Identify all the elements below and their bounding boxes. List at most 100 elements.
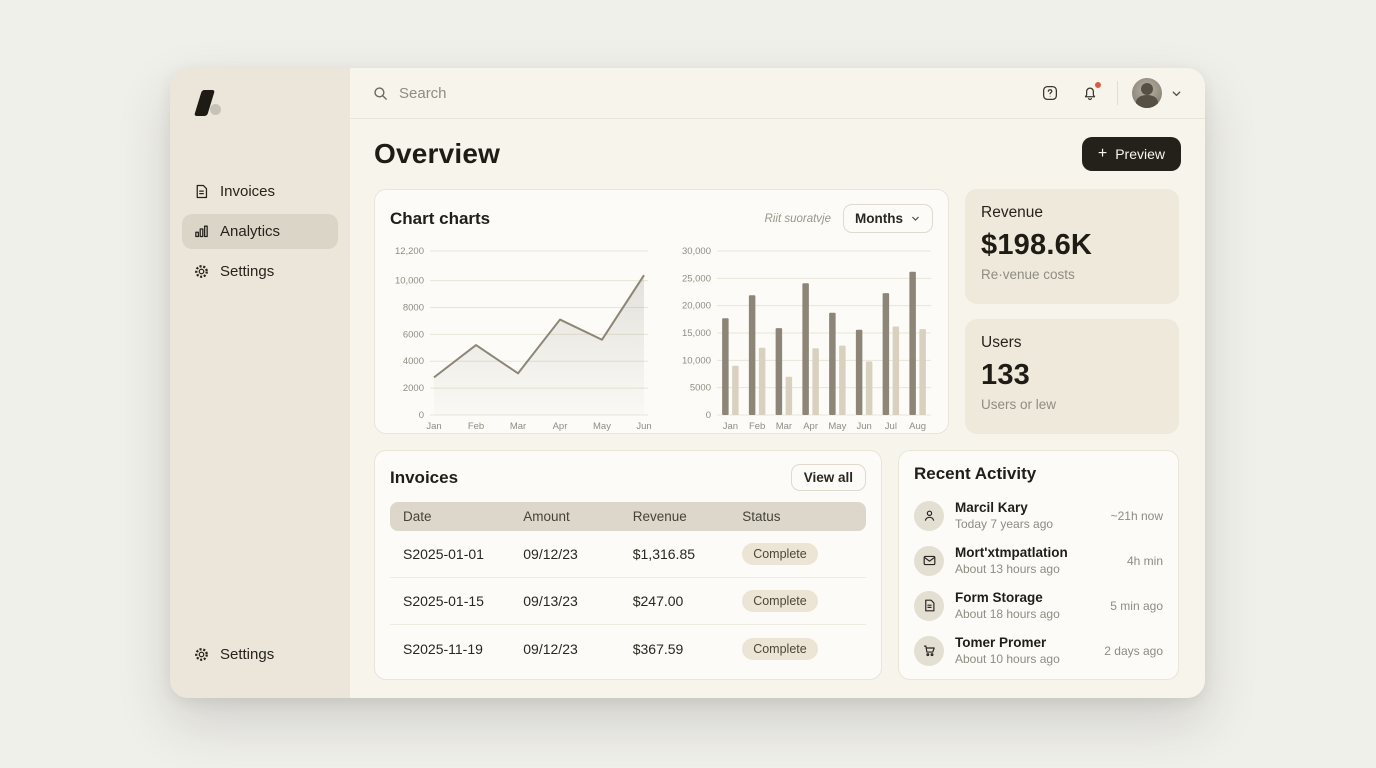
svg-text:Jun: Jun — [856, 421, 871, 432]
svg-text:10,000: 10,000 — [682, 355, 711, 366]
cell-revenue: $247.00 — [632, 593, 684, 609]
page-title: Overview — [374, 138, 501, 169]
svg-text:0: 0 — [706, 410, 711, 421]
revenue-subtitle: Re·venue costs — [981, 267, 1075, 282]
cell-amount: 09/12/23 — [523, 546, 578, 562]
analytics-icon — [195, 225, 208, 238]
activity-detail: Today 7 years ago — [955, 517, 1054, 531]
table-row[interactable]: S2025-11-19 09/12/23 $367.59 Complete — [390, 625, 866, 672]
file-icon — [924, 599, 934, 612]
svg-text:30,000: 30,000 — [682, 246, 711, 257]
svg-text:Feb: Feb — [468, 421, 484, 432]
sidebar-item-analytics[interactable]: Analytics — [182, 214, 338, 249]
activity-time: 5 min ago — [1110, 598, 1163, 613]
sidebar-nav: Invoices Analytics Settings — [182, 174, 338, 289]
activity-item[interactable]: Tomer Promer About 10 hours ago 2 days a… — [914, 628, 1163, 673]
revenue-value: $198.6K — [981, 229, 1093, 261]
chart-card: Chart charts Riit suoratvje Months 0 2000… — [374, 189, 949, 434]
period-dropdown[interactable]: Months — [843, 204, 933, 233]
view-all-label: View all — [803, 470, 853, 485]
activity-avatar — [914, 545, 944, 576]
cell-revenue: $1,316.85 — [632, 546, 696, 562]
svg-text:Jan: Jan — [723, 421, 738, 432]
status-badge: Complete — [742, 637, 818, 660]
activity-name: Marcil Kary — [955, 500, 1028, 515]
app-window: Invoices Analytics Settings Settings — [170, 68, 1205, 698]
activity-item[interactable]: Mort'xtmpatlation About 13 hours ago 4h … — [914, 538, 1163, 583]
bar-chart: 0 5000 10,000 15,000 20,000 25,000 30,000 Jan Fe… — [673, 243, 935, 435]
invoices-card: Invoices View all Date Amount Revenue St… — [374, 450, 882, 680]
preview-button[interactable]: + Preview — [1081, 137, 1181, 171]
notifications-button[interactable] — [1077, 80, 1103, 106]
logo-dot — [210, 104, 221, 115]
search-icon — [374, 86, 387, 100]
bell-icon — [1084, 87, 1096, 101]
column-header-amount: Amount — [523, 509, 570, 524]
sidebar-item-label: Settings — [220, 263, 275, 280]
preview-button-label: Preview — [1115, 146, 1165, 162]
account-menu[interactable] — [1132, 78, 1183, 108]
table-header: Date Amount Revenue Status — [390, 502, 866, 531]
svg-text:25,000: 25,000 — [682, 273, 711, 284]
search-bar[interactable] — [372, 84, 1037, 102]
cell-amount: 09/12/23 — [523, 640, 578, 657]
topbar-divider — [1117, 81, 1118, 105]
svg-text:6000: 6000 — [403, 329, 424, 340]
svg-text:2000: 2000 — [403, 383, 424, 394]
chart-card-title: Chart charts — [390, 208, 491, 228]
column-header-date: Date — [403, 509, 432, 524]
svg-text:Apr: Apr — [553, 421, 568, 432]
sidebar-item-settings[interactable]: Settings — [182, 254, 338, 289]
activity-avatar — [914, 500, 944, 531]
svg-text:May: May — [593, 421, 611, 432]
column-header-revenue: Revenue — [632, 509, 687, 524]
activity-time: ~21h now — [1110, 508, 1163, 523]
svg-text:0: 0 — [419, 410, 424, 421]
search-input[interactable] — [399, 84, 699, 102]
status-badge: Complete — [742, 590, 818, 612]
sidebar-item-settings-bottom[interactable]: Settings — [182, 637, 338, 672]
activity-time: 2 days ago — [1104, 643, 1163, 658]
activity-avatar — [914, 635, 944, 666]
svg-text:4000: 4000 — [403, 356, 424, 367]
recent-activity-title: Recent Activity — [914, 464, 1037, 483]
sidebar-item-label: Settings — [220, 646, 275, 663]
svg-text:May: May — [828, 421, 846, 432]
help-button[interactable] — [1037, 80, 1063, 106]
cell-date: S2025-01-01 — [403, 546, 484, 562]
users-subtitle: Users or lew — [981, 397, 1057, 412]
chevron-down-icon — [1172, 90, 1181, 96]
activity-detail: About 13 hours ago — [955, 562, 1060, 576]
users-card: Users 133 Users or lew — [965, 319, 1179, 434]
topbar-actions — [1037, 78, 1183, 108]
activity-item[interactable]: Form Storage About 18 hours ago 5 min ag… — [914, 583, 1163, 628]
user-icon — [924, 510, 934, 521]
main-panel: Overview + Preview Chart charts Riit suo… — [350, 68, 1205, 698]
activity-item[interactable]: Marcil Kary Today 7 years ago ~21h now — [914, 493, 1163, 538]
avatar — [1132, 78, 1162, 108]
svg-text:20,000: 20,000 — [682, 301, 711, 312]
svg-text:Aug: Aug — [909, 421, 926, 432]
activity-name: Tomer Promer — [955, 635, 1047, 650]
line-chart: 0 2000 4000 6000 8000 10,000 12,200 Jan Feb Mar Ap… — [390, 243, 652, 435]
sidebar-item-invoices[interactable]: Invoices — [182, 174, 338, 209]
users-card-title: Users — [981, 334, 1022, 351]
svg-text:15,000: 15,000 — [682, 328, 711, 339]
svg-text:5000: 5000 — [690, 383, 711, 394]
gear-icon — [195, 265, 208, 278]
recent-activity-card: Recent Activity Marcil Kary Today 7 year… — [898, 450, 1179, 680]
table-row[interactable]: S2025-01-01 09/12/23 $1,316.85 Complete — [390, 531, 866, 578]
cart-icon — [923, 645, 935, 657]
notification-dot — [1094, 81, 1102, 89]
period-dropdown-label: Months — [855, 211, 903, 226]
revenue-card: Revenue $198.6K Re·venue costs — [965, 189, 1179, 304]
content-area: Overview + Preview Chart charts Riit suo… — [350, 119, 1205, 698]
column-header-status: Status — [742, 509, 781, 524]
view-all-button[interactable]: View all — [790, 464, 866, 491]
plus-icon: + — [1097, 145, 1108, 162]
cell-amount: 09/13/23 — [523, 593, 578, 609]
logo-mark — [192, 88, 226, 118]
sidebar-item-label: Analytics — [220, 223, 281, 240]
table-row[interactable]: S2025-01-15 09/13/23 $247.00 Complete — [390, 578, 866, 625]
users-value: 133 — [981, 359, 1030, 391]
